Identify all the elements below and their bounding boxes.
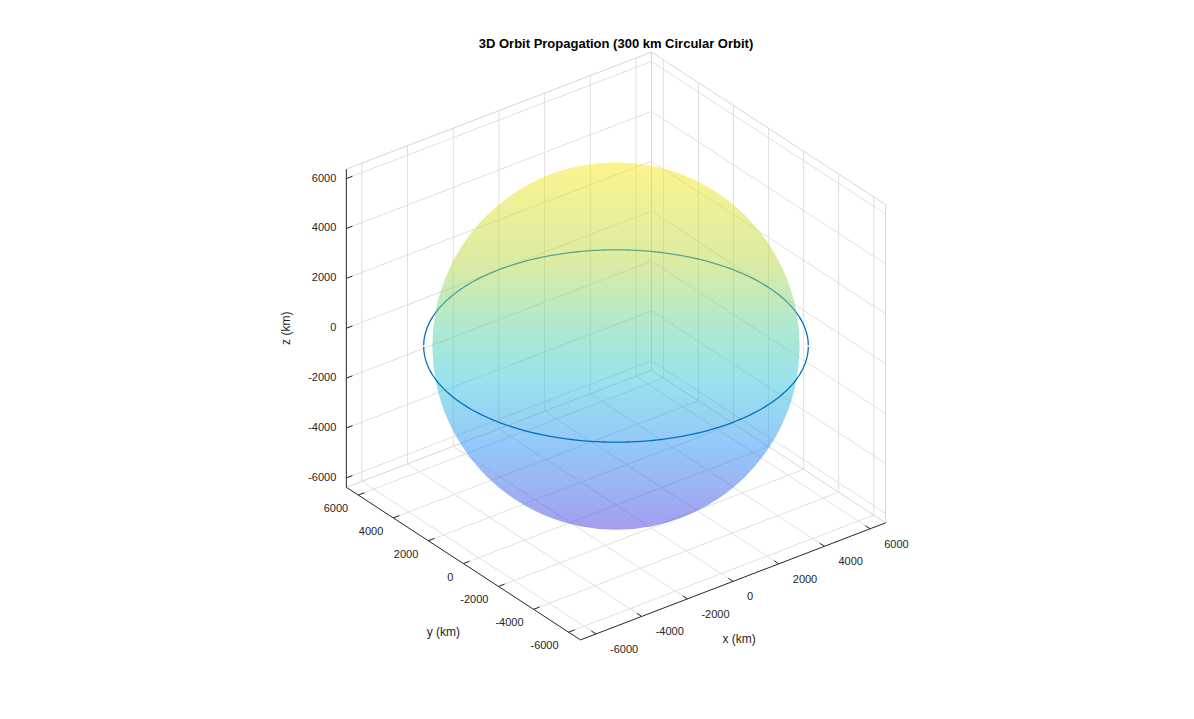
y-tick bbox=[498, 584, 504, 586]
y-tick bbox=[428, 538, 434, 540]
z-tick bbox=[346, 326, 352, 328]
y-axis-title: y (km) bbox=[427, 625, 460, 639]
z-tick bbox=[346, 376, 352, 378]
x-axis-title: x (km) bbox=[722, 632, 755, 646]
y-tick-label: 6000 bbox=[324, 502, 348, 514]
z-tick bbox=[346, 176, 352, 178]
z-tick-label: -4000 bbox=[308, 421, 336, 433]
y-tick-label: 2000 bbox=[394, 548, 418, 560]
z-tick-label: 6000 bbox=[312, 172, 336, 184]
y-tick-label: 4000 bbox=[359, 525, 383, 537]
x-tick-label: 0 bbox=[747, 590, 753, 602]
earth-sphere bbox=[432, 162, 799, 529]
x-tick bbox=[591, 631, 596, 634]
x-tick bbox=[820, 543, 825, 546]
z-tick bbox=[346, 276, 352, 278]
y-tick bbox=[569, 630, 575, 632]
y-axis-line bbox=[346, 487, 580, 640]
z-tick bbox=[346, 426, 352, 428]
x-tick-label: 2000 bbox=[793, 573, 817, 585]
x-tick-label: 6000 bbox=[884, 538, 908, 550]
grid-line-y bbox=[569, 515, 874, 632]
x-tick bbox=[683, 596, 688, 599]
x-tick bbox=[774, 561, 779, 564]
box-edge bbox=[885, 205, 886, 523]
y-tick bbox=[393, 516, 399, 518]
grid-line-z bbox=[346, 62, 651, 179]
y-tick-label: 0 bbox=[447, 571, 453, 583]
plot-area bbox=[424, 162, 809, 529]
y-tick bbox=[463, 561, 469, 563]
y-tick bbox=[358, 493, 364, 495]
y-tick-label: -4000 bbox=[495, 616, 523, 628]
x-tick bbox=[637, 613, 642, 616]
z-tick-label: -6000 bbox=[308, 471, 336, 483]
x-tick-label: -4000 bbox=[656, 625, 684, 637]
z-axis-title: z (km) bbox=[279, 312, 293, 345]
z-tick-label: 4000 bbox=[312, 221, 336, 233]
chart: -6000 -4000 -2000 0 2000 4000 6000 -6000 -4000 -2… bbox=[0, 0, 1194, 719]
x-tick bbox=[865, 526, 870, 529]
axes: -6000 -4000 -2000 0 2000 4000 6000 -6000 -4000 -2… bbox=[279, 169, 908, 655]
z-tick bbox=[346, 476, 352, 478]
chart-title: 3D Orbit Propagation (300 km Circular Or… bbox=[479, 36, 754, 51]
x-tick-label: 4000 bbox=[838, 555, 862, 567]
x-tick-label: -6000 bbox=[610, 643, 638, 655]
y-tick-label: -6000 bbox=[530, 639, 558, 651]
y-tick-label: -2000 bbox=[460, 593, 488, 605]
x-tick bbox=[728, 578, 733, 581]
x-axis-line bbox=[580, 523, 885, 640]
z-tick bbox=[346, 226, 352, 228]
z-tick-label: -2000 bbox=[308, 371, 336, 383]
orbit-front bbox=[424, 347, 809, 442]
x-tick-label: -2000 bbox=[701, 608, 729, 620]
y-tick bbox=[534, 607, 540, 609]
grid bbox=[346, 52, 885, 634]
z-tick-label: 2000 bbox=[312, 271, 336, 283]
box-edge bbox=[346, 52, 651, 169]
z-tick-label: 0 bbox=[330, 321, 336, 333]
